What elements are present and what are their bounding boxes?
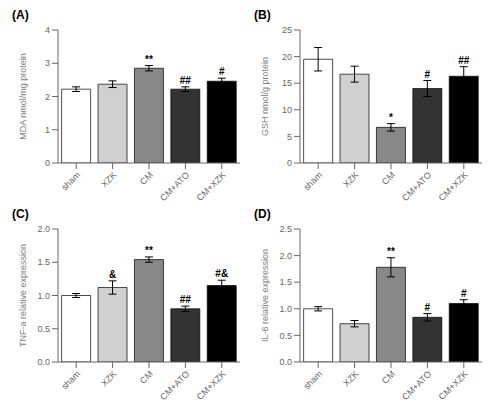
svg-text:0: 0 bbox=[45, 158, 50, 168]
svg-text:CM+ATO: CM+ATO bbox=[400, 170, 433, 203]
svg-text:1.5: 1.5 bbox=[37, 257, 50, 267]
svg-text:CM+ATO: CM+ATO bbox=[158, 170, 191, 203]
svg-text:**: ** bbox=[145, 245, 153, 256]
svg-text:CM+XZK: CM+XZK bbox=[195, 170, 228, 203]
svg-text:#: # bbox=[219, 66, 225, 77]
svg-text:0.0: 0.0 bbox=[37, 357, 50, 367]
svg-text:CM: CM bbox=[380, 369, 397, 386]
svg-text:CM+XZK: CM+XZK bbox=[437, 170, 470, 203]
svg-text:**: ** bbox=[387, 246, 395, 257]
svg-text:XZK: XZK bbox=[99, 170, 118, 189]
svg-text:1.0: 1.0 bbox=[37, 291, 50, 301]
svg-text:2.5: 2.5 bbox=[279, 224, 292, 234]
svg-text:20: 20 bbox=[282, 52, 292, 62]
svg-text:0.0: 0.0 bbox=[279, 357, 292, 367]
svg-text:CM: CM bbox=[380, 170, 397, 187]
svg-text:sham: sham bbox=[301, 369, 324, 392]
svg-text:CM: CM bbox=[138, 369, 155, 386]
svg-text:TNF-a relative expression: TNF-a relative expression bbox=[18, 244, 28, 347]
svg-text:CM+ATO: CM+ATO bbox=[400, 369, 433, 402]
svg-text:##: ## bbox=[458, 55, 470, 66]
svg-text:GSH nmol/g protein: GSH nmol/g protein bbox=[260, 57, 270, 136]
svg-text:XZK: XZK bbox=[99, 369, 118, 388]
svg-text:#: # bbox=[461, 288, 467, 299]
svg-text:1.5: 1.5 bbox=[279, 277, 292, 287]
html-text:(C): (C) bbox=[12, 207, 29, 221]
svg-text:CM+XZK: CM+XZK bbox=[437, 369, 470, 402]
svg-text:IL-6 relative expression: IL-6 relative expression bbox=[260, 249, 270, 342]
svg-text:2: 2 bbox=[45, 92, 50, 102]
svg-text:XZK: XZK bbox=[341, 170, 360, 189]
svg-text:sham: sham bbox=[59, 170, 82, 193]
svg-text:*: * bbox=[389, 112, 393, 123]
svg-text:##: ## bbox=[180, 75, 192, 86]
svg-text:0.5: 0.5 bbox=[37, 324, 50, 334]
svg-text:##: ## bbox=[180, 294, 192, 305]
svg-text:4: 4 bbox=[45, 25, 50, 35]
html-text:(B): (B) bbox=[254, 8, 271, 22]
svg-text:MDA nmol/mg protein: MDA nmol/mg protein bbox=[18, 53, 28, 140]
svg-text:#: # bbox=[425, 69, 431, 80]
svg-text:#&: #& bbox=[215, 268, 228, 279]
svg-text:CM: CM bbox=[138, 170, 155, 187]
html-text:(D): (D) bbox=[254, 207, 271, 221]
svg-text:2.0: 2.0 bbox=[37, 224, 50, 234]
svg-text:2.0: 2.0 bbox=[279, 251, 292, 261]
svg-text:10: 10 bbox=[282, 105, 292, 115]
svg-text:25: 25 bbox=[282, 25, 292, 35]
svg-text:5: 5 bbox=[287, 132, 292, 142]
svg-text:0.5: 0.5 bbox=[279, 331, 292, 341]
svg-text:sham: sham bbox=[59, 369, 82, 392]
svg-text:CM+ATO: CM+ATO bbox=[158, 369, 191, 402]
svg-text:#: # bbox=[425, 302, 431, 313]
svg-text:XZK: XZK bbox=[341, 369, 360, 388]
svg-text:1.0: 1.0 bbox=[279, 304, 292, 314]
svg-text:&: & bbox=[109, 269, 116, 280]
svg-text:sham: sham bbox=[301, 170, 324, 193]
svg-text:15: 15 bbox=[282, 78, 292, 88]
svg-text:CM+XZK: CM+XZK bbox=[195, 369, 228, 402]
svg-text:1: 1 bbox=[45, 125, 50, 135]
svg-text:3: 3 bbox=[45, 58, 50, 68]
svg-text:0: 0 bbox=[287, 158, 292, 168]
svg-text:**: ** bbox=[145, 54, 153, 65]
html-text:(A): (A) bbox=[12, 8, 29, 22]
